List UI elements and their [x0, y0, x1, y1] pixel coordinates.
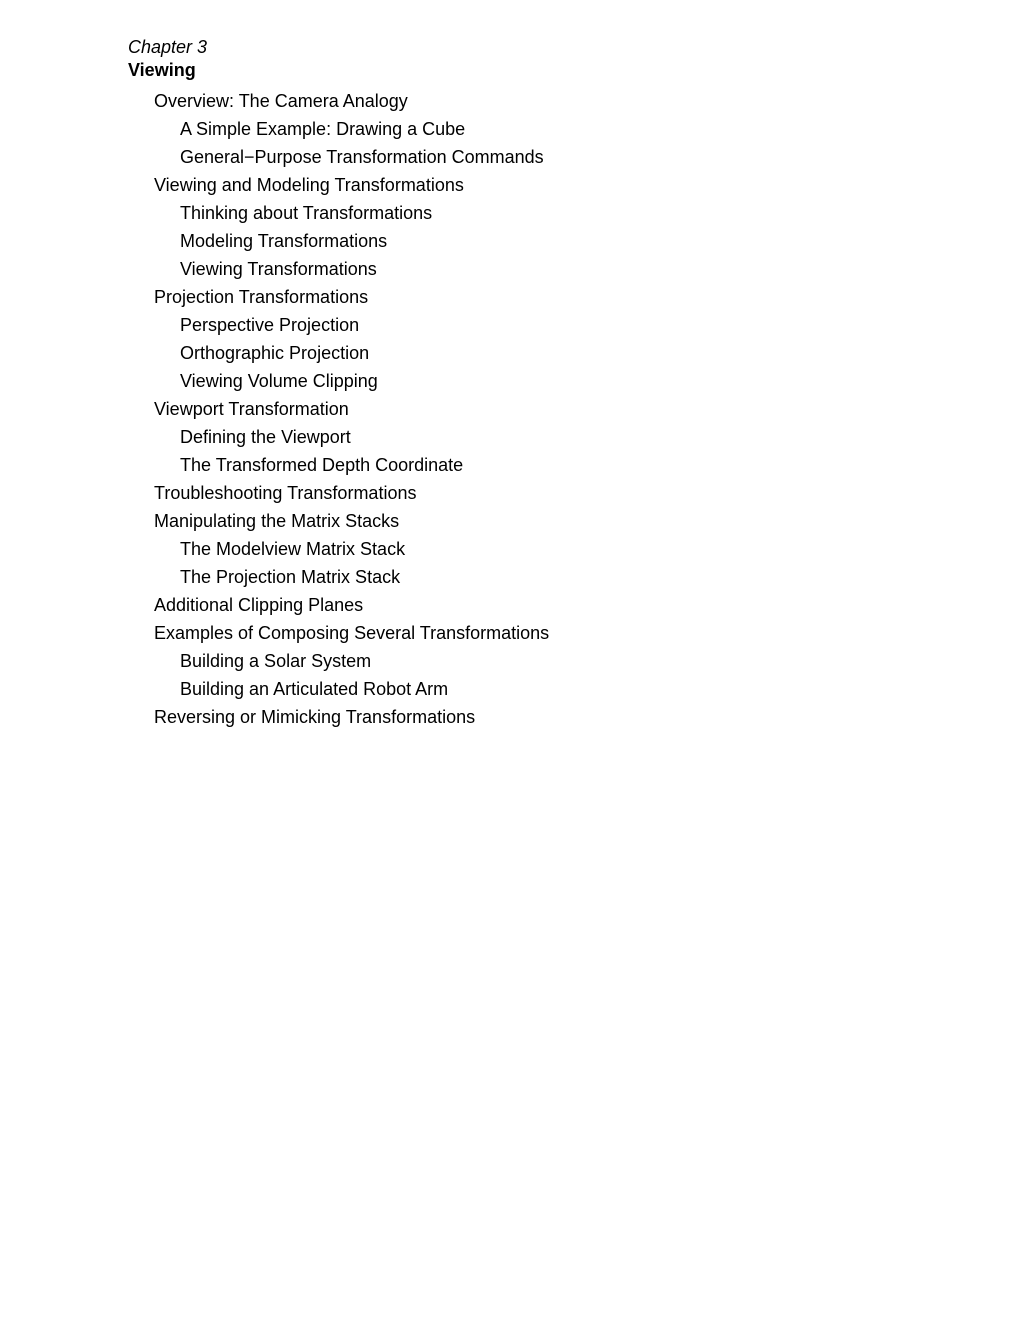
- toc-entry: Manipulating the Matrix Stacks: [128, 507, 1020, 535]
- toc-entry: The Transformed Depth Coordinate: [128, 451, 1020, 479]
- toc-entry: Projection Transformations: [128, 283, 1020, 311]
- toc-entry: Additional Clipping Planes: [128, 591, 1020, 619]
- toc-entry: Orthographic Projection: [128, 339, 1020, 367]
- toc-entry: General−Purpose Transformation Commands: [128, 143, 1020, 171]
- toc-entry: Viewing Transformations: [128, 255, 1020, 283]
- toc-entry: Viewing and Modeling Transformations: [128, 171, 1020, 199]
- toc-entry: Reversing or Mimicking Transformations: [128, 703, 1020, 731]
- toc-entry: Building an Articulated Robot Arm: [128, 675, 1020, 703]
- toc-entry: The Modelview Matrix Stack: [128, 535, 1020, 563]
- chapter-title: Viewing: [128, 59, 1020, 82]
- chapter-label: Chapter 3: [128, 36, 1020, 59]
- toc-entry: Building a Solar System: [128, 647, 1020, 675]
- table-of-contents: Overview: The Camera Analogy A Simple Ex…: [128, 87, 1020, 731]
- toc-entry: Viewing Volume Clipping: [128, 367, 1020, 395]
- toc-entry: Thinking about Transformations: [128, 199, 1020, 227]
- toc-entry: Defining the Viewport: [128, 423, 1020, 451]
- toc-entry: Viewport Transformation: [128, 395, 1020, 423]
- toc-entry: Overview: The Camera Analogy: [128, 87, 1020, 115]
- toc-entry: Examples of Composing Several Transforma…: [128, 619, 1020, 647]
- toc-entry: A Simple Example: Drawing a Cube: [128, 115, 1020, 143]
- toc-entry: Perspective Projection: [128, 311, 1020, 339]
- toc-entry: Modeling Transformations: [128, 227, 1020, 255]
- toc-entry: The Projection Matrix Stack: [128, 563, 1020, 591]
- toc-entry: Troubleshooting Transformations: [128, 479, 1020, 507]
